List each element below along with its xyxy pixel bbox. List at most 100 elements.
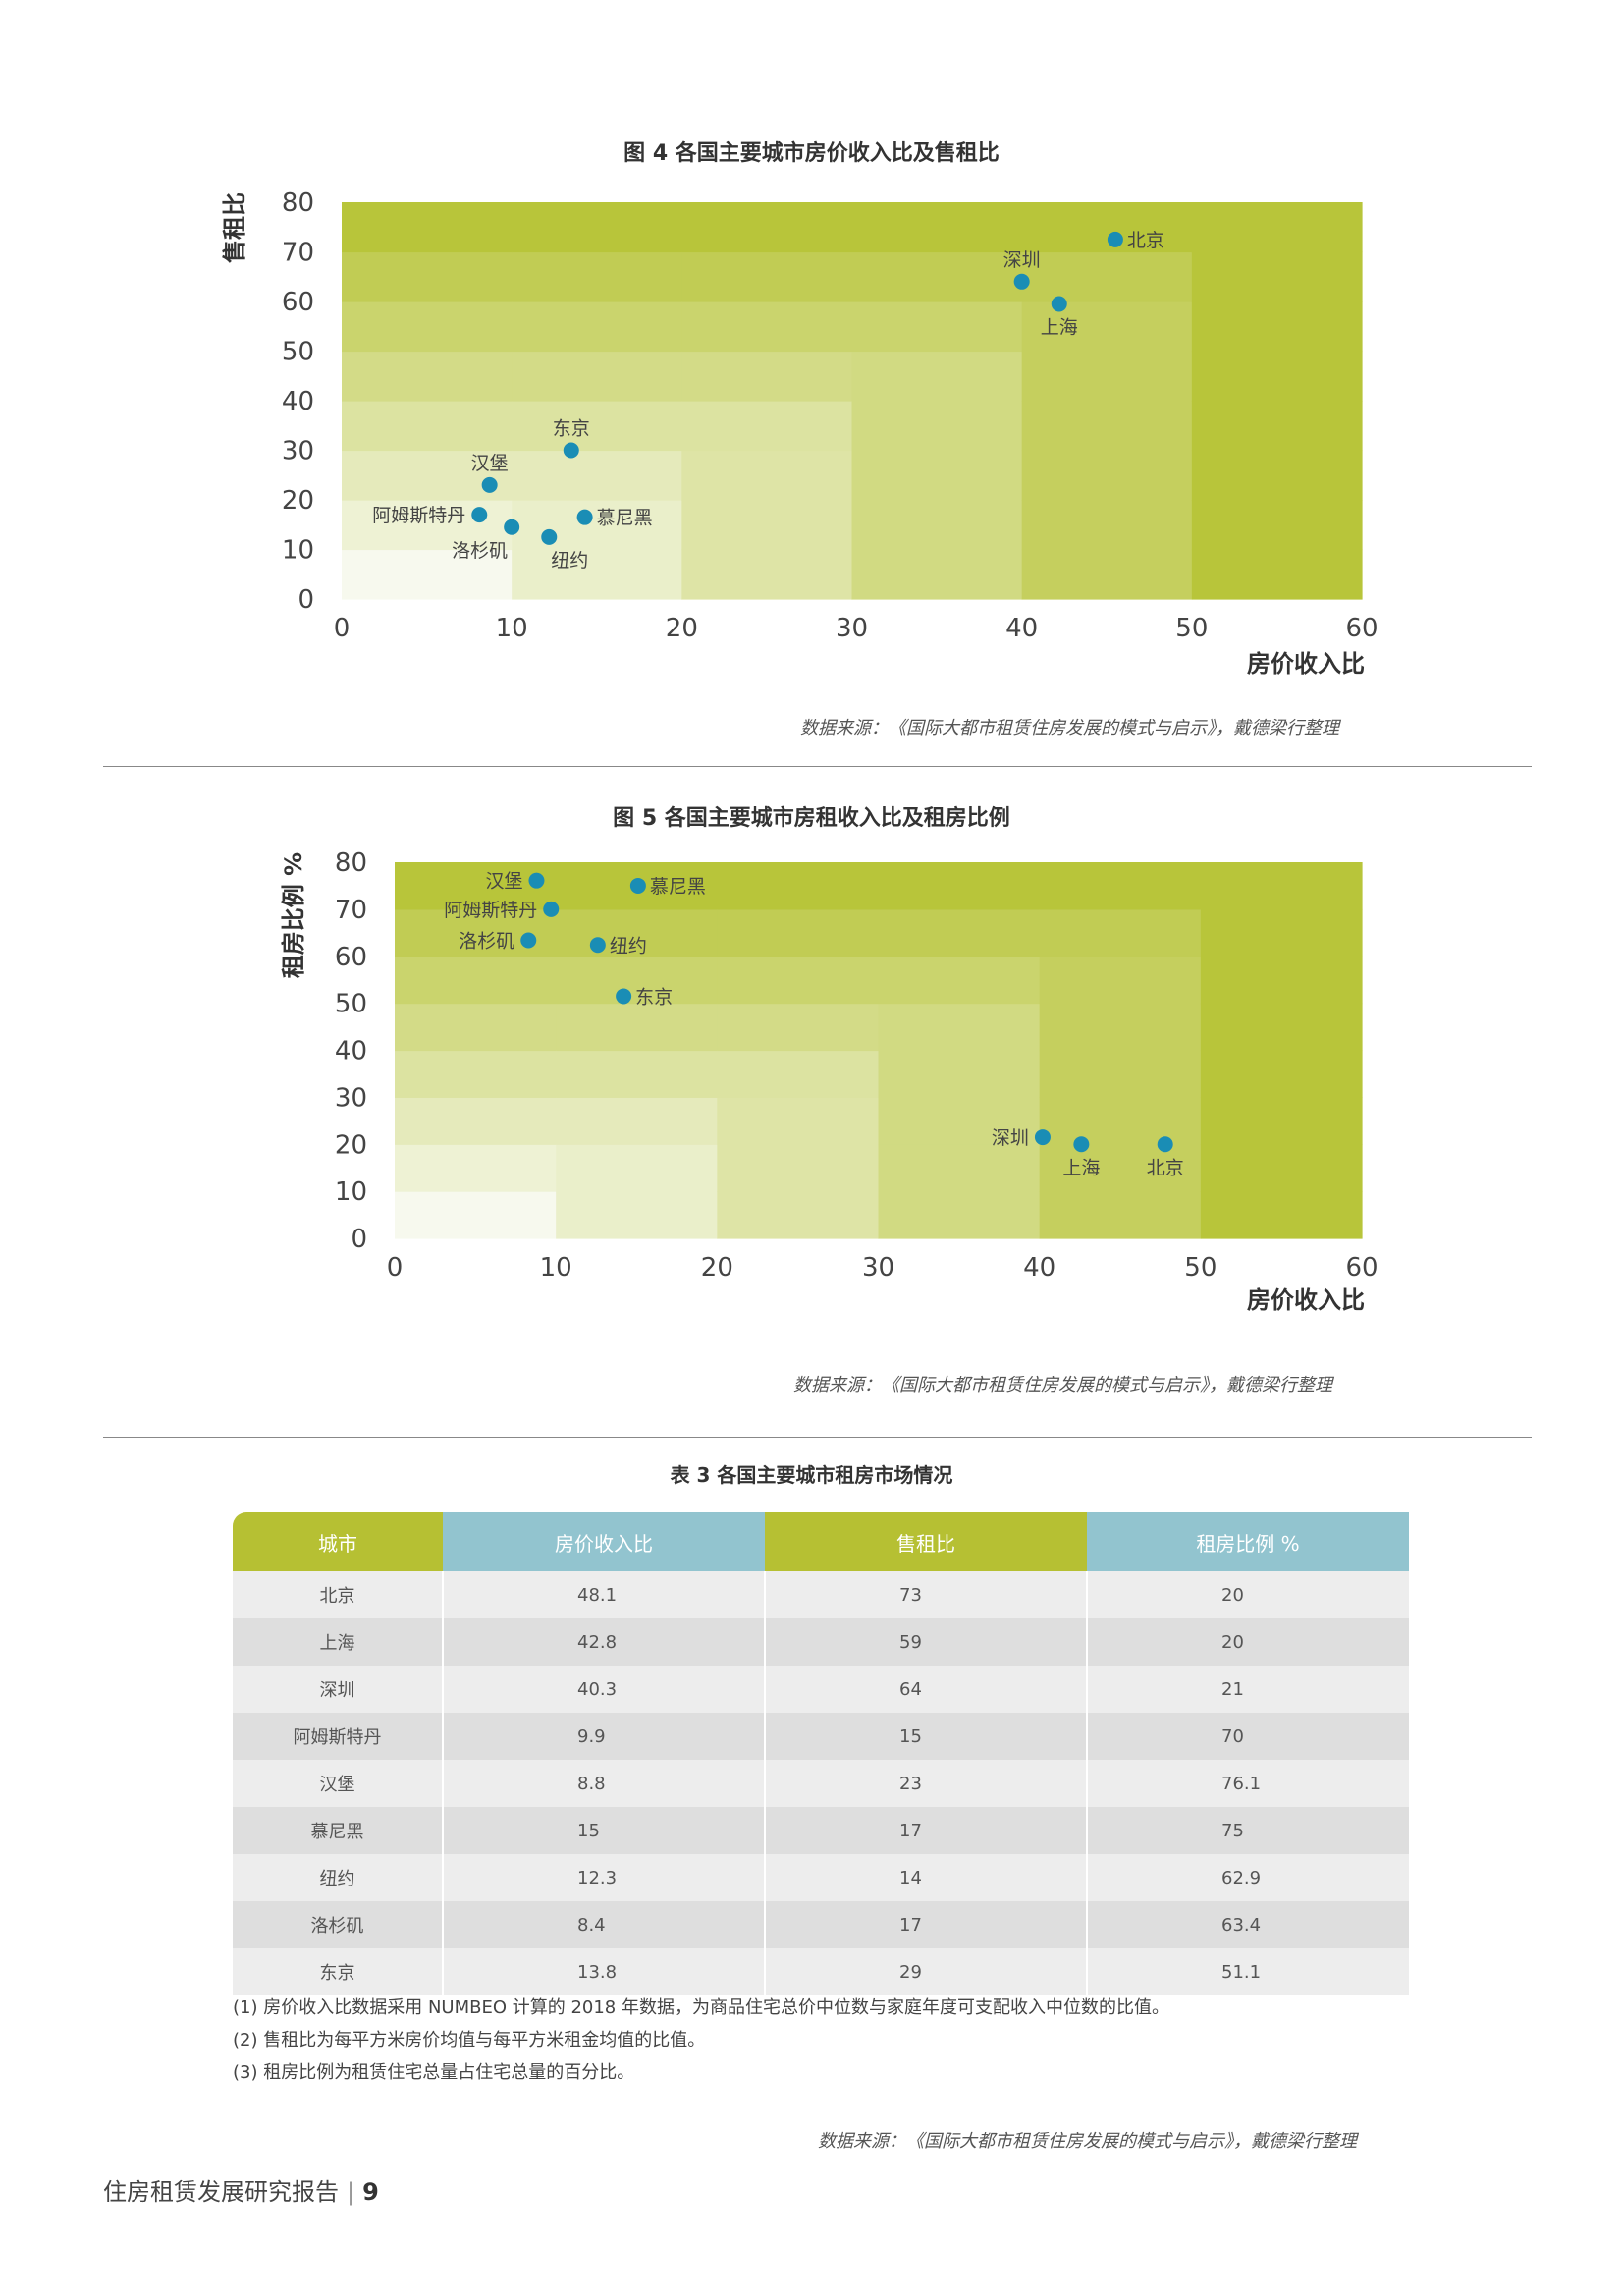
grid-cell	[395, 1191, 557, 1239]
grid-cell	[556, 956, 718, 1005]
report-name: 住房租赁发展研究报告	[103, 2178, 339, 2206]
grid-cell	[1021, 301, 1193, 353]
y-tick-label: 20	[282, 486, 314, 516]
point-label: 深圳	[992, 1127, 1029, 1149]
point-label: 阿姆斯特丹	[444, 900, 537, 921]
grid-cell	[512, 251, 682, 302]
grid-cell	[342, 301, 513, 353]
grid-cell	[1191, 202, 1363, 253]
cell-price-rent: 73	[765, 1571, 1088, 1618]
cell-price-income: 42.8	[443, 1618, 766, 1666]
cell-price-income: 12.3	[443, 1854, 766, 1901]
divider	[103, 1437, 1532, 1438]
data-point	[576, 509, 593, 525]
grid-cell	[556, 1097, 718, 1145]
x-tick-label: 40	[1005, 614, 1038, 643]
grid-cell	[717, 1050, 880, 1098]
grid-cell	[512, 202, 682, 253]
grid-cell	[556, 1003, 718, 1052]
x-tick-label: 30	[862, 1253, 894, 1283]
figure-4-source: 数据来源：《国际大都市租赁住房发展的模式与启示》，戴德梁行整理	[800, 718, 1339, 738]
y-tick-label: 40	[335, 1037, 367, 1066]
grid-cell	[395, 862, 557, 910]
grid-cell	[342, 500, 513, 551]
figure-5-title: 图 5 各国主要城市房租收入比及租房比例	[613, 806, 1010, 831]
cell-rent-ratio: 51.1	[1087, 1948, 1409, 1995]
grid-cell	[556, 908, 718, 957]
cell-rent-ratio: 75	[1087, 1807, 1409, 1854]
grid-cell	[878, 1050, 1041, 1098]
grid-cell	[878, 956, 1041, 1005]
x-tick-label: 30	[836, 614, 868, 643]
grid-cell	[512, 549, 682, 600]
data-point	[1107, 231, 1123, 247]
cell-city: 慕尼黑	[233, 1807, 444, 1854]
grid-cell	[1021, 202, 1193, 253]
x-tick-label: 60	[1345, 614, 1378, 643]
y-tick-label: 10	[282, 536, 314, 566]
grid-cell	[681, 450, 853, 501]
grid-cell	[1039, 1097, 1202, 1145]
grid-cell	[878, 1097, 1041, 1145]
y-tick-label: 50	[282, 338, 314, 367]
table-source: 数据来源：《国际大都市租赁住房发展的模式与启示》，戴德梁行整理	[818, 2131, 1357, 2152]
point-label: 洛杉矶	[452, 540, 508, 562]
grid-cell	[1191, 500, 1363, 551]
cell-rent-ratio: 63.4	[1087, 1901, 1409, 1948]
grid-cell	[878, 908, 1041, 957]
note-2: (2) 售租比为每平方米房价均值与每平方米租金均值的比值。	[233, 2030, 706, 2050]
grid-cell	[556, 1191, 718, 1239]
point-label: 东京	[553, 418, 590, 440]
grid-cell	[717, 1144, 880, 1192]
grid-cell	[1191, 251, 1363, 302]
point-label: 纽约	[610, 935, 647, 957]
divider	[103, 766, 1532, 767]
grid-cell	[851, 401, 1023, 452]
point-label: 北京	[1127, 230, 1164, 251]
grid-cell	[1039, 908, 1202, 957]
data-point	[1013, 273, 1030, 290]
grid-cell	[1191, 301, 1363, 353]
grid-cell	[556, 1144, 718, 1192]
y-tick-label: 0	[351, 1225, 367, 1254]
y-tick-label: 70	[282, 239, 314, 268]
data-point	[481, 476, 498, 493]
point-label: 上海	[1041, 317, 1078, 339]
point-label: 汉堡	[471, 453, 509, 474]
point-label: 洛杉矶	[459, 930, 514, 952]
grid-cell	[717, 862, 880, 910]
point-label: 东京	[635, 986, 673, 1008]
data-point	[1051, 296, 1067, 312]
grid-cell	[512, 450, 682, 501]
figure-5-source: 数据来源：《国际大都市租赁住房发展的模式与启示》，戴德梁行整理	[793, 1375, 1332, 1395]
grid-cell	[512, 401, 682, 452]
cell-price-rent: 14	[765, 1854, 1088, 1901]
table-row: 慕尼黑 15 17 75	[233, 1807, 1409, 1854]
grid-cell	[681, 549, 853, 600]
cell-price-income: 15	[443, 1807, 766, 1854]
header-city: 城市	[233, 1512, 443, 1571]
x-tick-label: 20	[666, 614, 698, 643]
data-point	[616, 988, 632, 1005]
cell-rent-ratio: 62.9	[1087, 1854, 1409, 1901]
y-tick-label: 50	[335, 990, 367, 1019]
grid-cell	[395, 1050, 557, 1098]
x-tick-label: 50	[1175, 614, 1208, 643]
x-tick-label: 0	[334, 614, 351, 643]
grid-cell	[851, 450, 1023, 501]
grid-cell	[681, 500, 853, 551]
cell-price-income: 8.8	[443, 1760, 766, 1807]
page-footer: 住房租赁发展研究报告 | 9	[103, 2172, 379, 2207]
cell-price-rent: 15	[765, 1713, 1088, 1760]
grid-cell	[717, 1003, 880, 1052]
note-3: (3) 租房比例为租赁住宅总量占住宅总量的百分比。	[233, 2062, 635, 2083]
grid-cell	[1191, 351, 1363, 402]
y-tick-label: 10	[335, 1177, 367, 1207]
figure-4-chart: 0 10 20 30 40 50 60 0 10 20 30 40 50 60 70 80 房价收入比 售租比 北京…	[221, 189, 1379, 678]
grid-cell	[851, 351, 1023, 402]
x-tick-label: 0	[387, 1253, 404, 1283]
grid-cell	[1200, 862, 1363, 910]
grid-cell	[1191, 401, 1363, 452]
cell-city: 洛杉矶	[233, 1901, 444, 1948]
point-label: 阿姆斯特丹	[372, 505, 465, 526]
